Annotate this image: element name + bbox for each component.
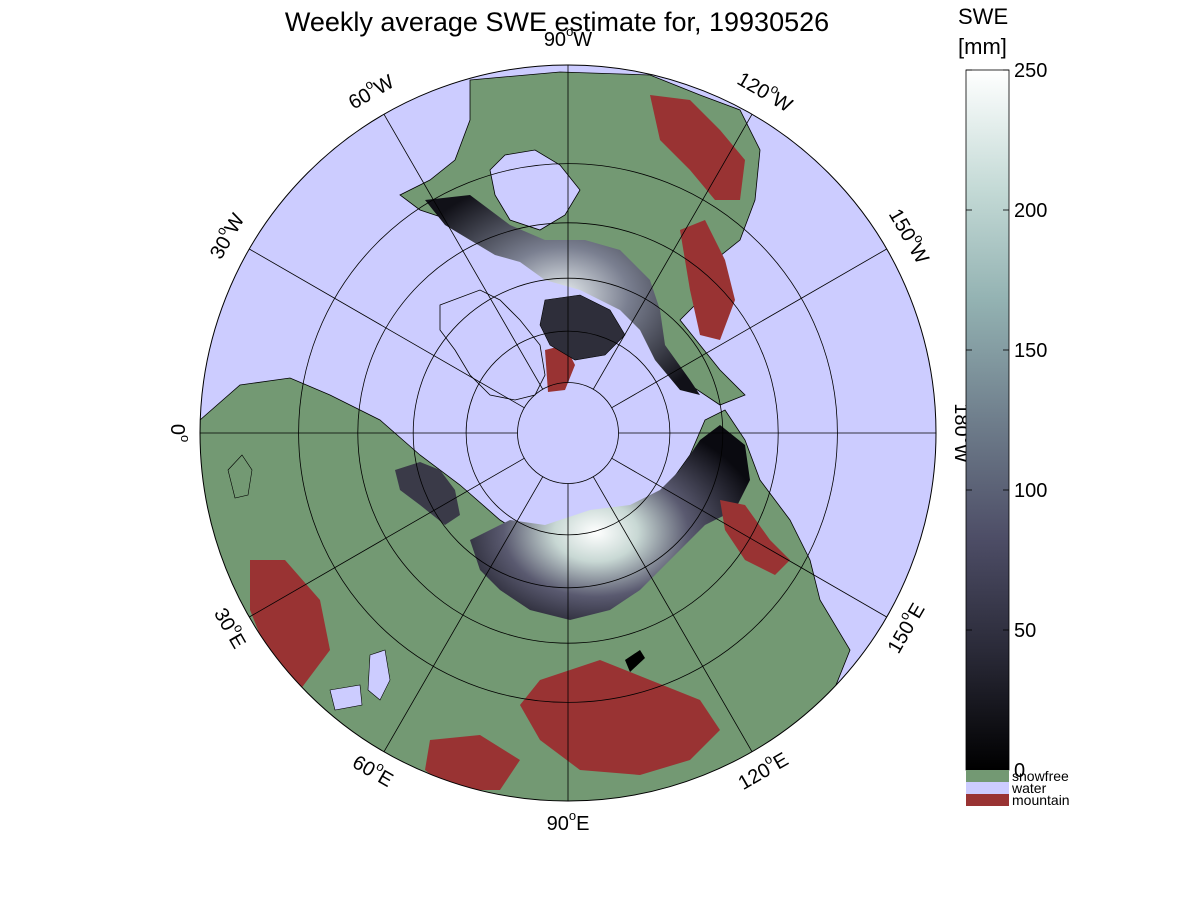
colorbar-gradient [965, 69, 1010, 771]
colorbar-title: SWE [958, 4, 1008, 29]
colorbar-tick-label: 100 [1014, 480, 1047, 502]
northeast-asia-mountain [720, 500, 790, 575]
category-swatch-mountain [966, 794, 1009, 806]
caspian-sea [367, 649, 391, 701]
colorbar-tick-label: 250 [1014, 60, 1047, 82]
hudson-bay [489, 149, 581, 231]
colorbar-tick-label: 200 [1014, 200, 1047, 222]
meridian-line [383, 476, 544, 752]
meridian-line [611, 457, 887, 618]
category-label-snowfree: snowfree [1012, 768, 1069, 784]
greenland-mountain [545, 345, 575, 392]
longitude-label: 90oW [544, 24, 592, 51]
meridian-line [383, 114, 544, 390]
polar-map [200, 65, 936, 801]
lake-baikal [625, 650, 645, 672]
rockies-mountain [680, 220, 735, 340]
alaska-mountain [650, 95, 745, 200]
graticule [200, 65, 936, 801]
siberia-snow-swe [470, 425, 750, 620]
longitude-label: 0o [166, 424, 193, 442]
colorbar-unit: [mm] [958, 34, 1007, 59]
colorbar-ticks: 0 50 100 150 200 250 [966, 60, 1047, 782]
longitude-label: 30oW [202, 208, 249, 263]
meridian-line [611, 248, 887, 409]
map-boundary [199, 64, 937, 802]
meridian-line [249, 248, 525, 409]
asia-mountain-1 [520, 660, 720, 775]
meridian-line [592, 114, 753, 390]
scandinavia-snow [395, 462, 460, 525]
category-swatch-water [966, 782, 1009, 794]
great-britain [227, 454, 253, 499]
longitude-label: 90oE [547, 808, 590, 835]
longitude-label: 60oW [343, 67, 398, 114]
canada-snow-swe [425, 195, 700, 395]
map-title: Weekly average SWE estimate for, 1993052… [285, 7, 829, 37]
asia-mountain-2 [425, 735, 520, 790]
colorbar-tick-label: 150 [1014, 340, 1047, 362]
arctic-archipelago [539, 294, 626, 361]
colorbar: SWE [mm] 0 50 100 150 200 250 snowfreewatermo… [958, 4, 1070, 808]
meridian-line [592, 476, 753, 752]
category-label-mountain: mountain [1012, 792, 1070, 808]
colorbar-tick-label: 0 [1014, 760, 1025, 782]
category-label-water: water [1011, 780, 1047, 796]
colorbar-tick-label: 50 [1014, 620, 1036, 642]
meridian-line [249, 457, 525, 618]
category-swatch-snowfree [966, 770, 1009, 782]
black-sea [329, 684, 363, 711]
